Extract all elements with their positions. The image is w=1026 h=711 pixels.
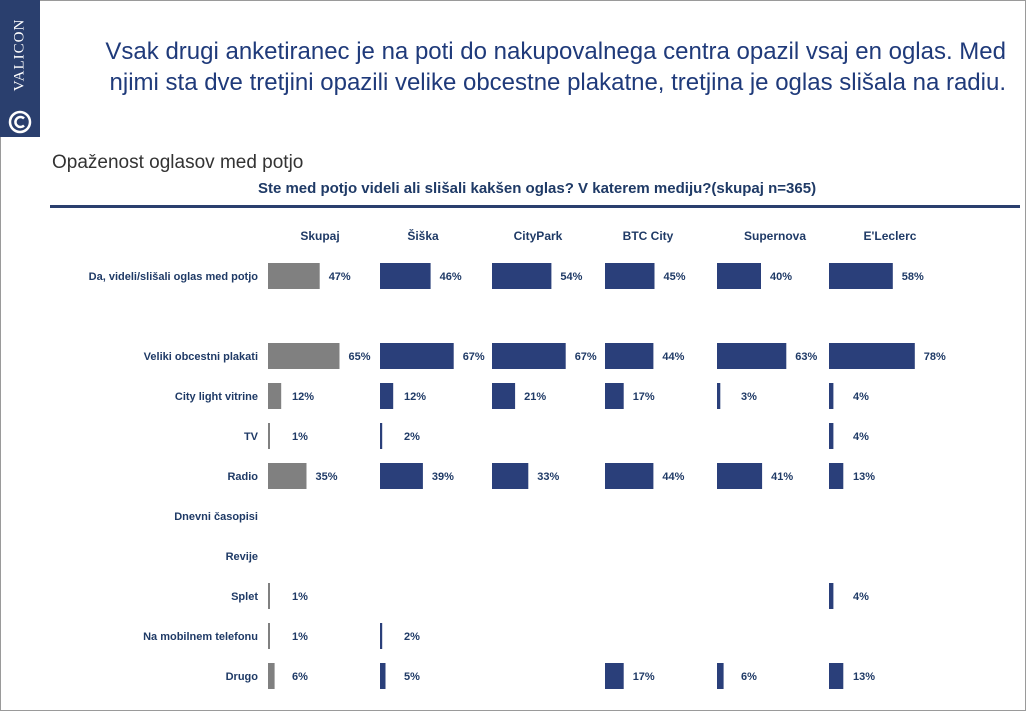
bar [492, 343, 566, 369]
bar [380, 263, 431, 289]
data-label: 4% [853, 591, 869, 603]
data-label: 21% [524, 391, 546, 403]
category-label: Revije [226, 551, 258, 563]
bar [268, 463, 307, 489]
bar [380, 343, 454, 369]
bar [380, 623, 383, 649]
bar [605, 383, 624, 409]
data-label: 40% [770, 271, 792, 283]
category-label: Drugo [226, 671, 259, 683]
data-label: 45% [664, 271, 686, 283]
bar [717, 663, 724, 689]
category-label: Splet [231, 591, 258, 603]
data-label: 44% [662, 351, 684, 363]
page-headline: Vsak drugi anketiranec je na poti do nak… [105, 38, 1006, 96]
category-label: Na mobilnem telefonu [143, 631, 258, 643]
bar [829, 263, 893, 289]
category-label: Veliki obcestni plakati [144, 351, 258, 363]
data-label: 17% [633, 671, 655, 683]
category-label: Dnevni časopisi [174, 511, 258, 523]
data-label: 63% [795, 351, 817, 363]
data-label: 6% [741, 671, 757, 683]
data-label: 44% [662, 471, 684, 483]
bar [605, 463, 654, 489]
bar-chart: Skupaj Šiška CityPark BTC City Supernova E'Le… [89, 228, 946, 689]
data-label: 58% [902, 271, 924, 283]
valicon-logo-icon [8, 110, 32, 134]
category-label: TV [244, 431, 259, 443]
data-label: 67% [463, 351, 485, 363]
bar [829, 463, 844, 489]
chart-subtitle: Opaženost oglasov med potjo [52, 152, 304, 173]
brand-sidebar: VALICON [0, 0, 40, 137]
data-label: 13% [853, 471, 875, 483]
data-label: 35% [316, 471, 338, 483]
bar [268, 583, 270, 609]
bar [605, 263, 655, 289]
data-label: 1% [292, 591, 308, 603]
data-label: 65% [349, 351, 371, 363]
bar [268, 623, 270, 649]
bar [268, 423, 270, 449]
series-header: Supernova [744, 229, 806, 243]
data-label: 12% [292, 391, 314, 403]
bar [492, 263, 552, 289]
bar [268, 383, 282, 409]
bar [492, 463, 529, 489]
bar [717, 463, 763, 489]
data-label: 33% [537, 471, 559, 483]
bar [717, 383, 721, 409]
bar [829, 663, 844, 689]
bar [605, 343, 654, 369]
brand-name: VALICON [11, 18, 28, 92]
bar [605, 663, 624, 689]
series-header: Šiška [407, 228, 439, 243]
category-label: Radio [227, 471, 258, 483]
bar [268, 343, 340, 369]
category-label: Da, videli/slišali oglas med potjo [89, 271, 259, 283]
bar [829, 383, 834, 409]
data-label: 4% [853, 391, 869, 403]
bar [829, 423, 834, 449]
series-header: BTC City [623, 229, 674, 243]
data-label: 17% [633, 391, 655, 403]
series-header: E'Leclerc [864, 229, 917, 243]
bar [829, 343, 915, 369]
title-rule [50, 205, 1020, 208]
series-header: Skupaj [300, 229, 339, 243]
data-label: 1% [292, 631, 308, 643]
data-label: 6% [292, 671, 308, 683]
bar [492, 383, 516, 409]
bar [380, 423, 383, 449]
bar [268, 663, 275, 689]
data-label: 54% [560, 271, 582, 283]
series-header: CityPark [514, 229, 563, 243]
data-label: 3% [741, 391, 757, 403]
data-label: 5% [404, 671, 420, 683]
bar [268, 263, 320, 289]
data-label: 39% [432, 471, 454, 483]
data-label: 46% [440, 271, 462, 283]
bar [380, 383, 394, 409]
bar [380, 463, 423, 489]
data-label: 41% [771, 471, 793, 483]
category-label: City light vitrine [175, 391, 258, 403]
data-label: 4% [853, 431, 869, 443]
data-label: 1% [292, 431, 308, 443]
data-label: 13% [853, 671, 875, 683]
bar [717, 263, 761, 289]
data-label: 78% [924, 351, 946, 363]
data-label: 2% [404, 631, 420, 643]
bar [829, 583, 834, 609]
data-label: 47% [329, 271, 351, 283]
data-label: 12% [404, 391, 426, 403]
bar [380, 663, 386, 689]
bar [717, 343, 787, 369]
data-label: 67% [575, 351, 597, 363]
survey-question: Ste med potjo videli ali slišali kakšen … [257, 180, 817, 197]
data-label: 2% [404, 431, 420, 443]
